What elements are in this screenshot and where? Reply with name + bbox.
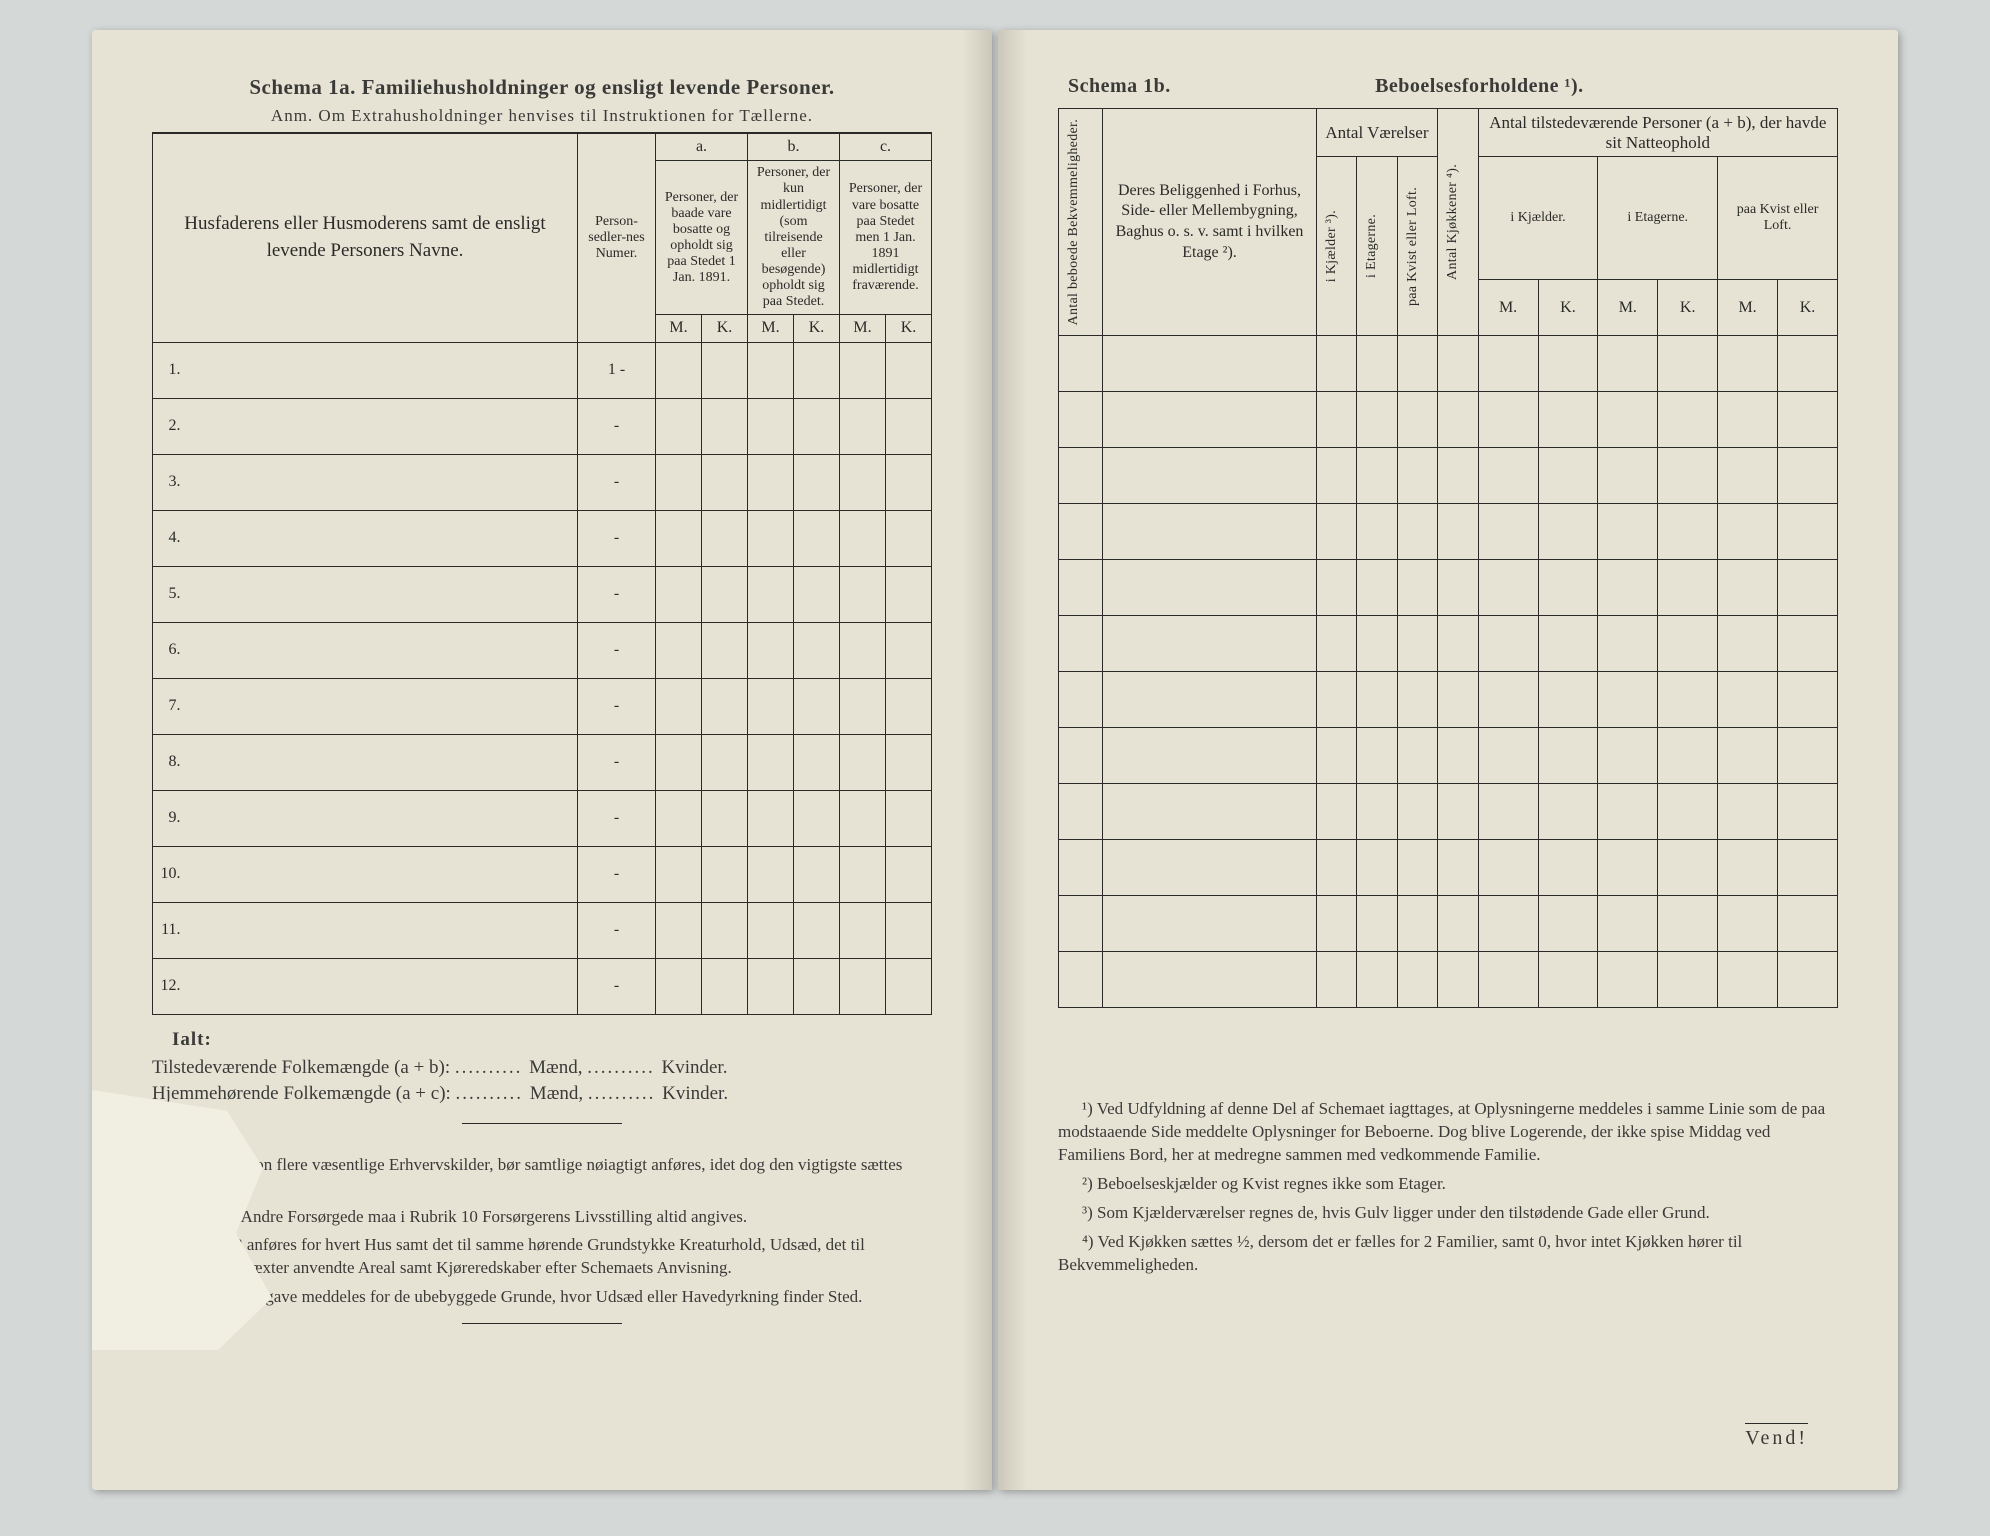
table-row — [1059, 896, 1838, 952]
vend-label: Vend! — [1745, 1423, 1808, 1450]
rule — [462, 1323, 622, 1324]
schema-1b-table: Antal beboede Bekvemmeligheder. Deres Be… — [1058, 108, 1838, 1008]
v-kjokken: Antal Kjøkkener ⁴). — [1443, 158, 1463, 286]
dots: .......... — [455, 1057, 529, 1078]
table-row: 12.- — [153, 958, 932, 1014]
table-row: 2.- — [153, 398, 932, 454]
fn: ³) Som Kjælderværelser regnes de, hvis G… — [1058, 1202, 1838, 1225]
k: K. — [1800, 299, 1816, 316]
k: K. — [1680, 299, 1696, 316]
m: M. — [1619, 299, 1637, 316]
m: M. — [1738, 299, 1756, 316]
sec-a: a. — [696, 138, 707, 155]
table-row: 1.1 - — [153, 342, 932, 398]
col-belig: Deres Beliggenhed i Forhus, Side- eller … — [1116, 182, 1304, 261]
k: K. — [901, 319, 917, 336]
right-title-a: Schema 1b. — [1068, 75, 1171, 98]
table-row: 3.- — [153, 454, 932, 510]
table-row — [1059, 784, 1838, 840]
dots: .......... — [588, 1083, 662, 1104]
table-row — [1059, 448, 1838, 504]
left-page: Schema 1a. Familiehusholdninger og ensli… — [92, 30, 992, 1490]
k: K. — [809, 319, 825, 336]
table-row — [1059, 616, 1838, 672]
table-row: 5.- — [153, 566, 932, 622]
table-row — [1059, 392, 1838, 448]
desc-b: Personer, der kun midlertidigt (som tilr… — [757, 165, 830, 309]
m: M. — [853, 319, 871, 336]
sum1c: Kvinder. — [661, 1057, 727, 1078]
table-row: 7.- — [153, 678, 932, 734]
desc-a: Personer, der baade vare bosatte og opho… — [665, 190, 738, 285]
table-row — [1059, 728, 1838, 784]
sec-b: b. — [788, 138, 800, 155]
desc-c: Personer, der vare bosatte paa Stedet me… — [849, 181, 922, 293]
fn: For de af Andre Forsørgede maa i Rubrik … — [152, 1206, 932, 1229]
k: K. — [1560, 299, 1576, 316]
fn: ²) Beboelseskjælder og Kvist regnes ikke… — [1058, 1173, 1838, 1196]
table-row: 10.- — [153, 846, 932, 902]
sub-kjaelder: i Kjælder. — [1510, 210, 1565, 225]
v-antal-bekv: Antal beboede Bekvemmeligheder. — [1064, 113, 1084, 331]
col-personsedler: Person-sedler-nes Numer. — [588, 214, 644, 261]
table-row: 4.- — [153, 510, 932, 566]
m: M. — [761, 319, 779, 336]
rule — [462, 1123, 622, 1124]
sub-kvist: paa Kvist eller Loft. — [1737, 202, 1819, 233]
schema-1a-table: Husfaderens eller Husmoderens samt de en… — [152, 133, 932, 1015]
table-row: 8.- — [153, 734, 932, 790]
dots: .......... — [587, 1057, 661, 1078]
table-row — [1059, 672, 1838, 728]
v-kjaelder: i Kjælder ³). — [1322, 204, 1342, 288]
table-row: 6.- — [153, 622, 932, 678]
summary-2: Hjemmehørende Folkemængde (a + c): .....… — [152, 1083, 932, 1105]
table-row — [1059, 504, 1838, 560]
sum2b: Mænd, — [530, 1083, 583, 1104]
v-kvist: paa Kvist eller Loft. — [1403, 181, 1423, 312]
table-row — [1059, 336, 1838, 392]
m: M. — [669, 319, 687, 336]
v-etagerne: i Etagerne. — [1362, 208, 1382, 284]
table-row — [1059, 840, 1838, 896]
page-spread: Schema 1a. Familiehusholdninger og ensli… — [0, 0, 1990, 1536]
fn: ¹) Ved Udfyldning af denne Del af Schema… — [1058, 1098, 1838, 1167]
fn: Har en Person flere væsentlige Erhvervsk… — [152, 1154, 932, 1200]
ialt-label: Ialt: — [172, 1029, 932, 1051]
sum1a: Tilstedeværende Folkemængde (a + b): — [152, 1057, 450, 1078]
summary-1: Tilstedeværende Folkemængde (a + b): ...… — [152, 1057, 932, 1079]
right-footnotes: ¹) Ved Udfyldning af denne Del af Schema… — [1058, 1098, 1838, 1277]
left-title: Schema 1a. Familiehusholdninger og ensli… — [249, 75, 834, 99]
table-row: 9.- — [153, 790, 932, 846]
table-row: 11.- — [153, 902, 932, 958]
left-anm: Anm. Om Extrahusholdninger henvises til … — [271, 106, 813, 125]
dots: .......... — [456, 1083, 530, 1104]
grp-vaerelser: Antal Værelser — [1325, 123, 1428, 142]
grp-persons: Antal tilstedeværende Personer (a + b), … — [1489, 113, 1826, 152]
k: K. — [717, 319, 733, 336]
col-name: Husfaderens eller Husmoderens samt de en… — [184, 213, 545, 261]
sum1b: Mænd, — [529, 1057, 582, 1078]
right-page: Schema 1b. Beboelsesforholdene ¹). Antal… — [998, 30, 1898, 1490]
table-row — [1059, 560, 1838, 616]
sum2c: Kvinder. — [662, 1083, 728, 1104]
fn: Schema 3 anføres for hvert Hus samt det … — [152, 1234, 932, 1280]
sum2a: Hjemmehørende Folkemængde (a + c): — [152, 1083, 451, 1104]
right-title-b: Beboelsesforholdene ¹). — [1375, 75, 1584, 98]
fn: ⁴) Ved Kjøkken sættes ½, dersom det er f… — [1058, 1231, 1838, 1277]
m: M. — [1499, 299, 1517, 316]
left-footnotes: Har en Person flere væsentlige Erhvervsk… — [152, 1154, 932, 1310]
sub-etagerne: i Etagerne. — [1627, 210, 1688, 225]
table-row — [1059, 952, 1838, 1008]
sec-c: c. — [880, 138, 891, 155]
